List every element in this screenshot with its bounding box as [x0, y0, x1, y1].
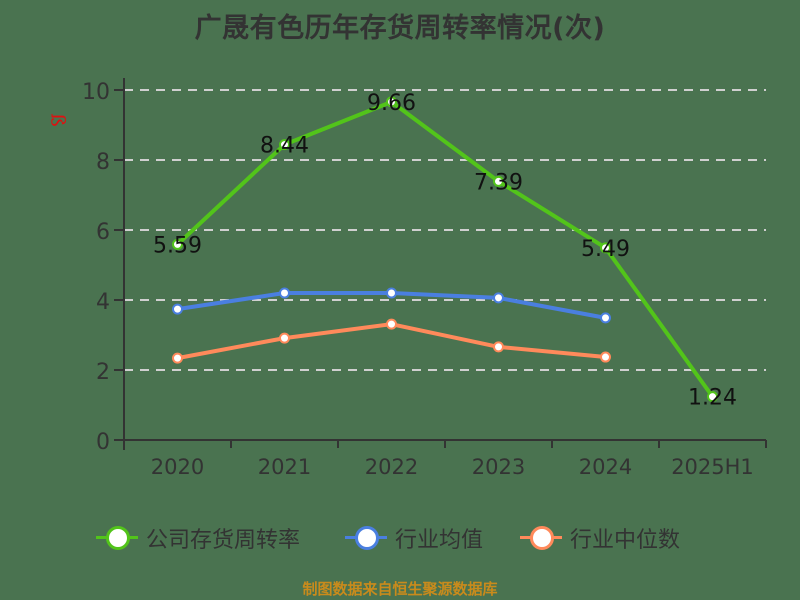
data-label: 5.49: [581, 237, 630, 262]
legend-label: 行业均值: [395, 528, 484, 553]
series-lines: [172, 96, 718, 403]
data-point[interactable]: [386, 96, 397, 108]
data-label: 1.24: [688, 386, 737, 411]
data-point[interactable]: [600, 242, 611, 254]
data-label: 9.66: [367, 91, 416, 116]
data-point[interactable]: [600, 351, 611, 363]
legend-item-industry-median[interactable]: 行业中位数: [520, 520, 680, 556]
data-point[interactable]: [172, 303, 183, 315]
legend-item-company[interactable]: 公司存货周转率: [96, 520, 300, 556]
data-point[interactable]: [386, 318, 397, 330]
x-tick-label: 2025H1: [671, 455, 754, 479]
data-point[interactable]: [493, 292, 504, 304]
data-point[interactable]: [493, 175, 504, 187]
data-point[interactable]: [386, 287, 397, 299]
x-tick-label: 2022: [365, 455, 418, 479]
data-label: 8.44: [260, 134, 309, 159]
data-point[interactable]: [600, 312, 611, 324]
legend-label: 公司存货周转率: [146, 528, 301, 553]
legend-label: 行业中位数: [570, 528, 681, 553]
data-label: 7.39: [474, 170, 523, 195]
legend-item-industry-average[interactable]: 行业均值: [345, 520, 483, 556]
y-tick-label: 8: [96, 150, 110, 175]
data-point[interactable]: [279, 332, 290, 344]
data-point[interactable]: [493, 341, 504, 353]
x-tick-label: 2023: [472, 455, 525, 479]
data-point[interactable]: [279, 287, 290, 299]
gridlines: [124, 89, 766, 371]
legend-marker-icon: [520, 525, 562, 551]
series-line: [176, 99, 715, 398]
y-tick-label: 6: [96, 220, 110, 245]
axes: 0 2 4 6 8 10 2020 2021 2022 2023 2024 2025H1: [82, 78, 767, 479]
legend-marker-icon: [345, 525, 387, 551]
data-labels: 5.59 8.44 9.66 7.39 5.49 1.24: [153, 91, 737, 411]
data-point[interactable]: [172, 238, 183, 250]
x-tick-label: 2024: [579, 455, 632, 479]
legend-marker-icon: [96, 525, 138, 551]
x-tick-label: 2021: [258, 455, 311, 479]
y-tick-label: 2: [96, 360, 110, 385]
chart-title: 广晟有色历年存货周转率情况(次): [194, 13, 606, 44]
y-tick-label: 0: [96, 430, 110, 455]
data-label: 5.59: [153, 233, 202, 258]
x-tick-label: 2020: [151, 455, 204, 479]
legend: 公司存货周转率 行业均值 行业中位数: [0, 520, 800, 556]
data-point[interactable]: [172, 352, 183, 364]
data-point[interactable]: [707, 391, 718, 403]
y-tick-label: 4: [96, 290, 110, 315]
source-note: 制图数据来自恒生聚源数据库: [302, 580, 498, 598]
data-point[interactable]: [279, 139, 290, 151]
y-tick-label: 10: [82, 80, 110, 105]
